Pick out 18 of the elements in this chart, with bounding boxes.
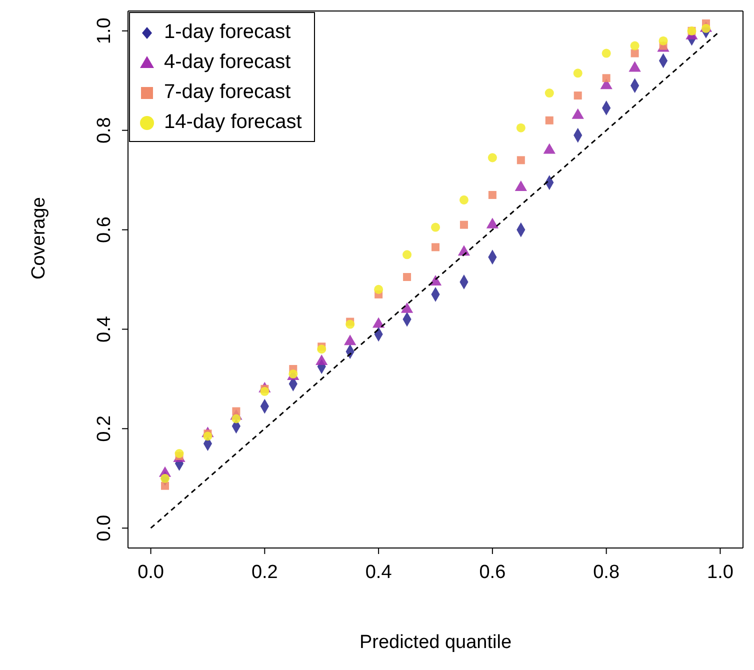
y-tick-label: 0.0 [94,514,115,542]
legend-label: 4-day forecast [163,50,292,75]
x-tick-label: 0.0 [138,562,164,583]
y-axis-title: Coverage [28,197,50,280]
y-tick-label: 0.8 [94,117,115,144]
y-tick-label: 1.0 [94,18,115,44]
y-tick-label: 0.4 [94,316,115,342]
legend-label: 14-day forecast [163,110,302,135]
x-tick-label: 0.2 [251,562,278,583]
x-axis-title: Predicted quantile [359,632,512,653]
x-tick-label: 0.8 [593,562,620,583]
x-tick-label: 0.4 [365,562,392,583]
x-tick-label: 0.6 [479,562,506,583]
y-tick-label: 0.2 [94,415,115,442]
x-tick-label: 1.0 [707,562,734,583]
legend-label: 7-day forecast [163,80,292,105]
y-tick-label: 0.6 [94,216,115,243]
legend-label: 1-day forecast [163,20,292,45]
